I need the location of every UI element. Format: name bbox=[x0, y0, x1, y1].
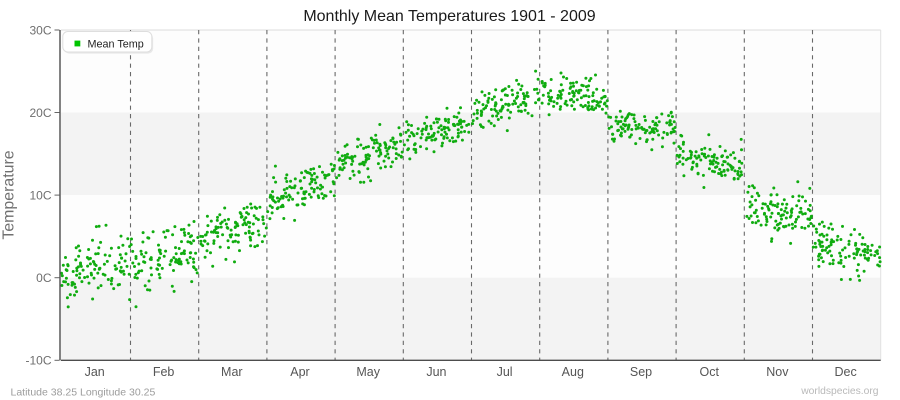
svg-text:Sep: Sep bbox=[630, 365, 652, 379]
svg-text:Jul: Jul bbox=[497, 365, 513, 379]
svg-text:Aug: Aug bbox=[562, 365, 584, 379]
svg-text:10C: 10C bbox=[29, 188, 51, 202]
svg-text:Latitude 38.25 Longitude 30.25: Latitude 38.25 Longitude 30.25 bbox=[11, 386, 156, 398]
svg-text:Jun: Jun bbox=[426, 365, 446, 379]
svg-text:Temperature: Temperature bbox=[1, 150, 18, 239]
svg-text:Nov: Nov bbox=[766, 365, 789, 379]
svg-text:0C: 0C bbox=[36, 271, 52, 285]
svg-text:Feb: Feb bbox=[153, 365, 175, 379]
svg-text:Oct: Oct bbox=[699, 365, 719, 379]
svg-text:20C: 20C bbox=[29, 106, 51, 120]
svg-text:Mar: Mar bbox=[221, 365, 243, 379]
svg-text:-10C: -10C bbox=[25, 354, 51, 368]
svg-text:Apr: Apr bbox=[290, 365, 309, 379]
svg-text:Monthly Mean Temperatures 1901: Monthly Mean Temperatures 1901 - 2009 bbox=[303, 8, 595, 25]
svg-text:worldspecies.org: worldspecies.org bbox=[800, 386, 879, 397]
svg-text:May: May bbox=[356, 365, 380, 379]
svg-text:Dec: Dec bbox=[834, 365, 856, 379]
svg-text:30C: 30C bbox=[29, 23, 51, 37]
svg-text:Mean Temp: Mean Temp bbox=[88, 39, 144, 51]
svg-text:Jan: Jan bbox=[85, 365, 105, 379]
